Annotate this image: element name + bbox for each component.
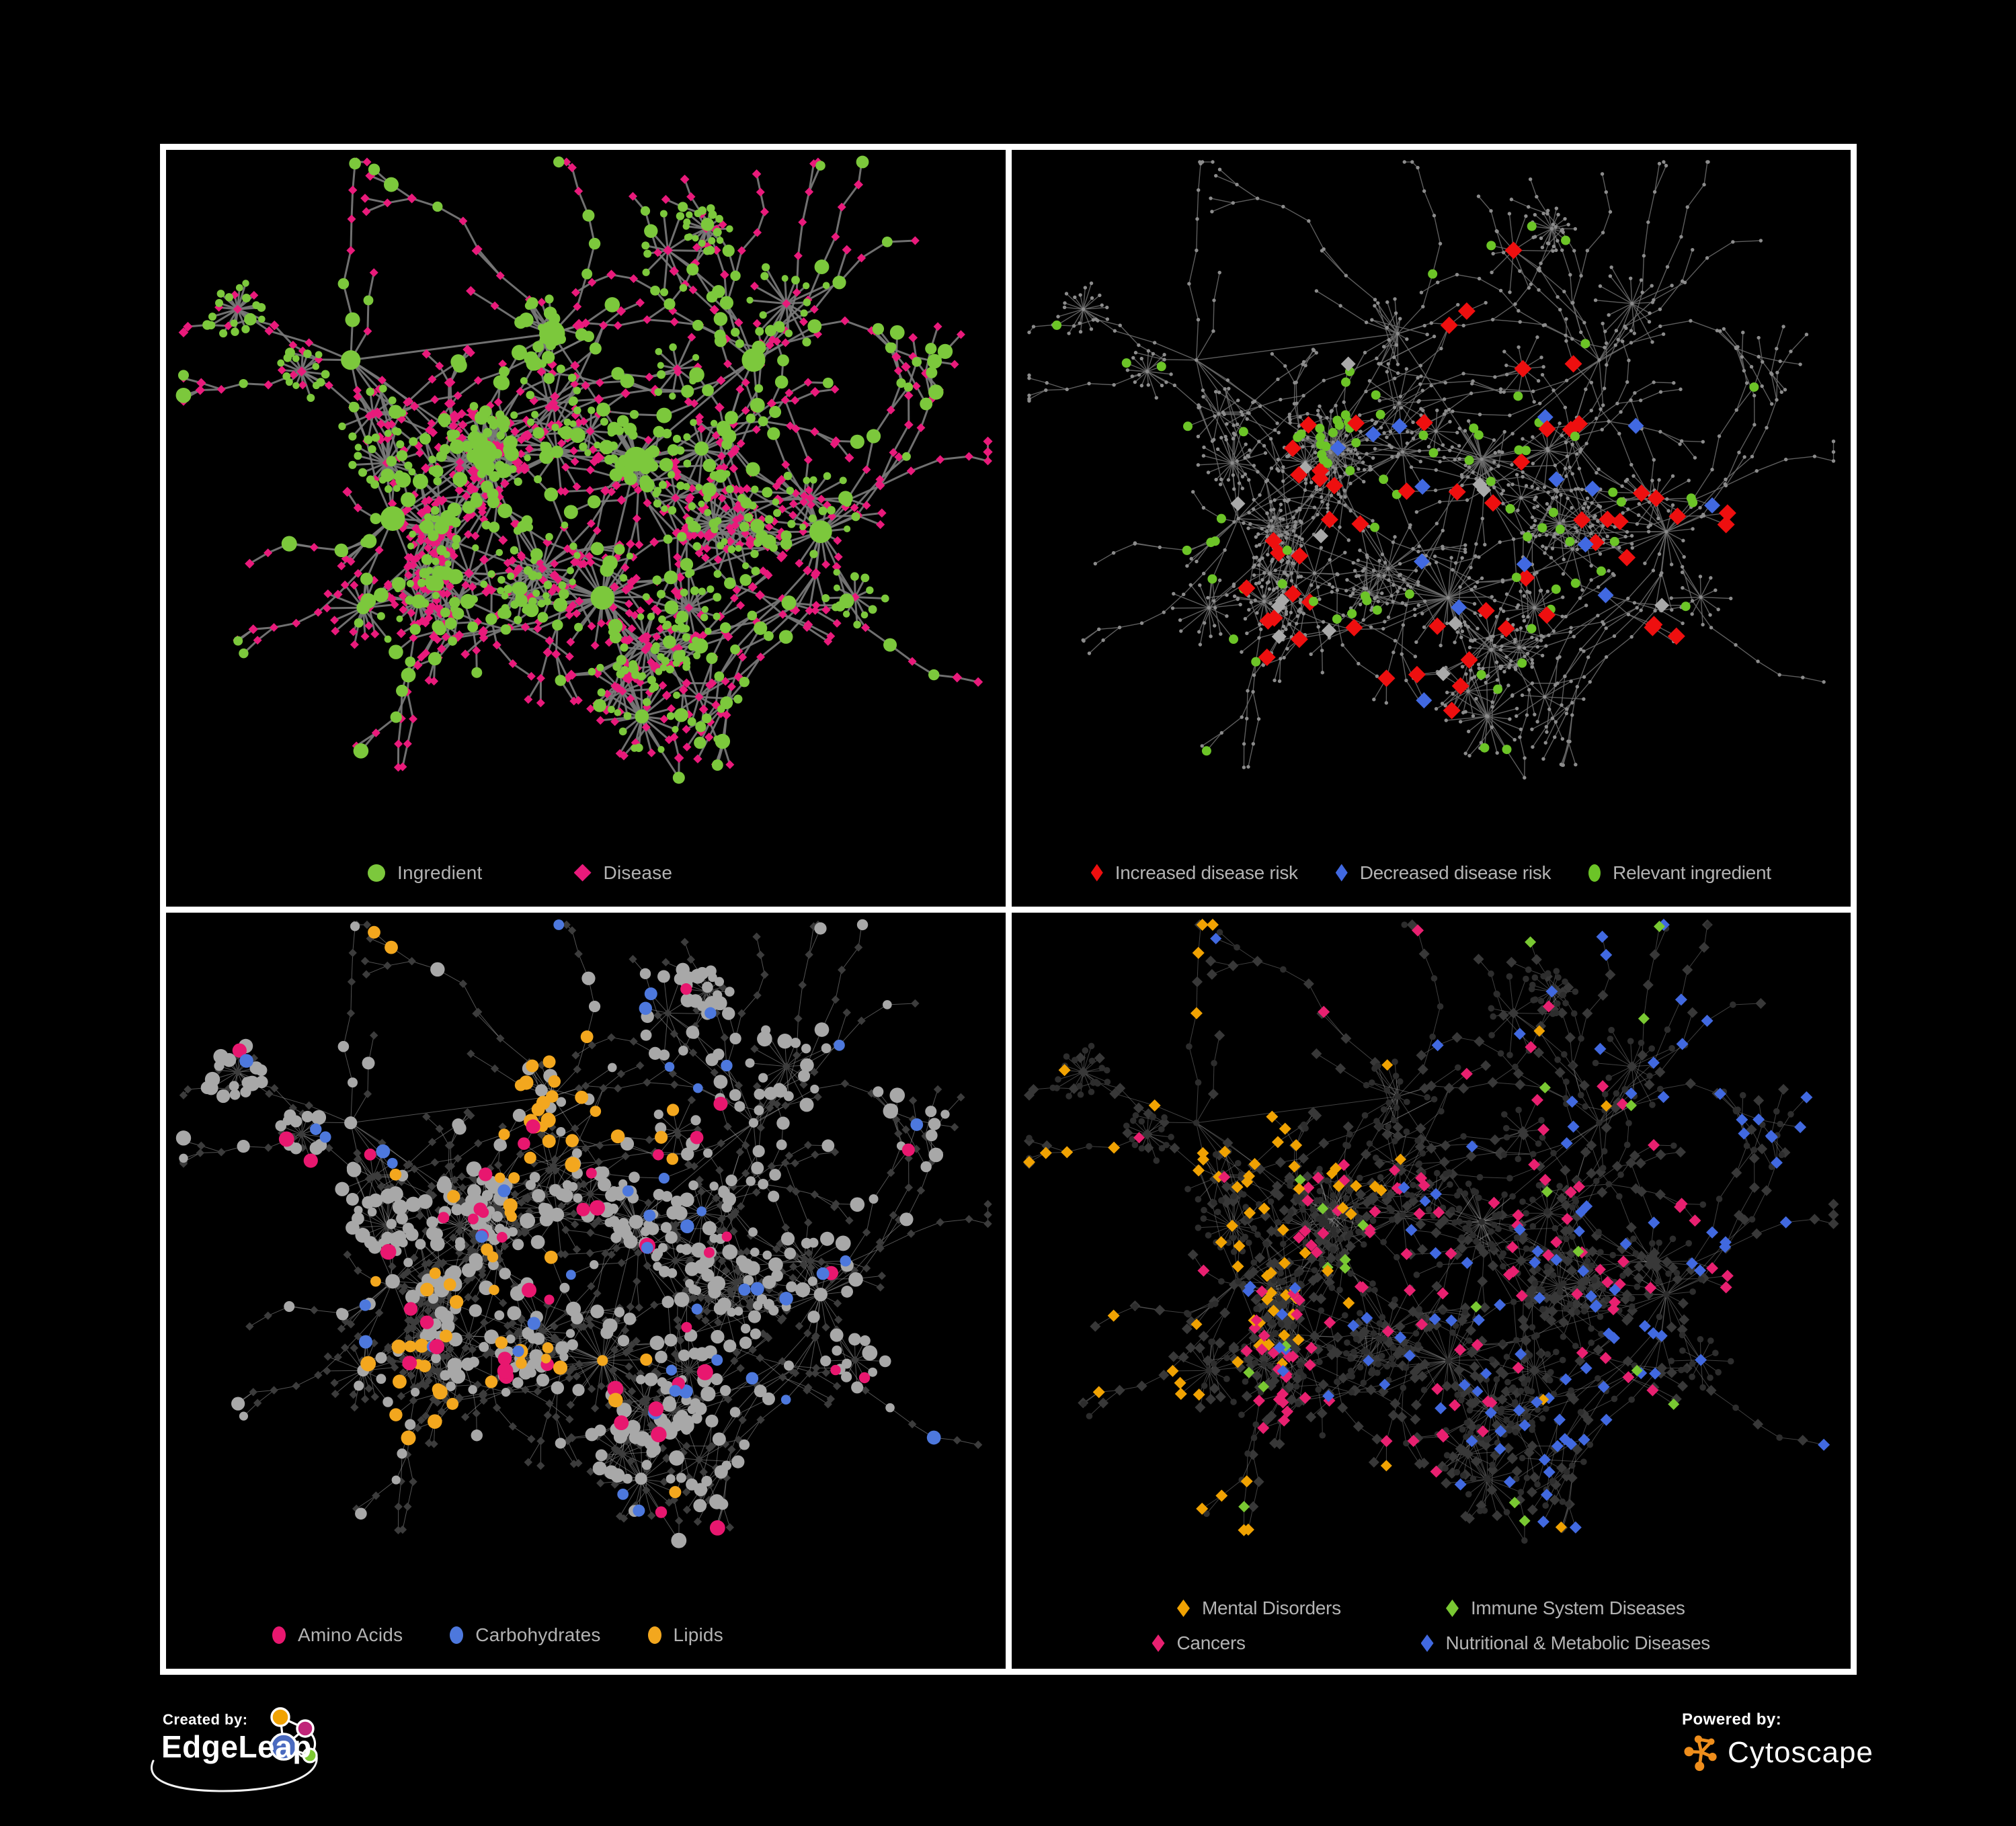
cytoscape-icon xyxy=(1682,1733,1720,1772)
network-disease-classes xyxy=(1012,913,1851,1669)
powered-by-block: Powered by: Cytoscape xyxy=(1682,1710,1873,1772)
network-disease-risk xyxy=(1012,150,1851,907)
edgeleap-brand: EdgeLeap xyxy=(161,1729,312,1765)
network-ingredient-disease xyxy=(166,150,1006,907)
created-by-label: Created by: xyxy=(163,1711,248,1729)
powered-by-label: Powered by: xyxy=(1682,1710,1873,1729)
created-by-block: Created by: EdgeLeap xyxy=(161,1708,484,1826)
network-nutrient-classes xyxy=(166,913,1006,1669)
cytoscape-brand: Cytoscape xyxy=(1728,1736,1873,1770)
